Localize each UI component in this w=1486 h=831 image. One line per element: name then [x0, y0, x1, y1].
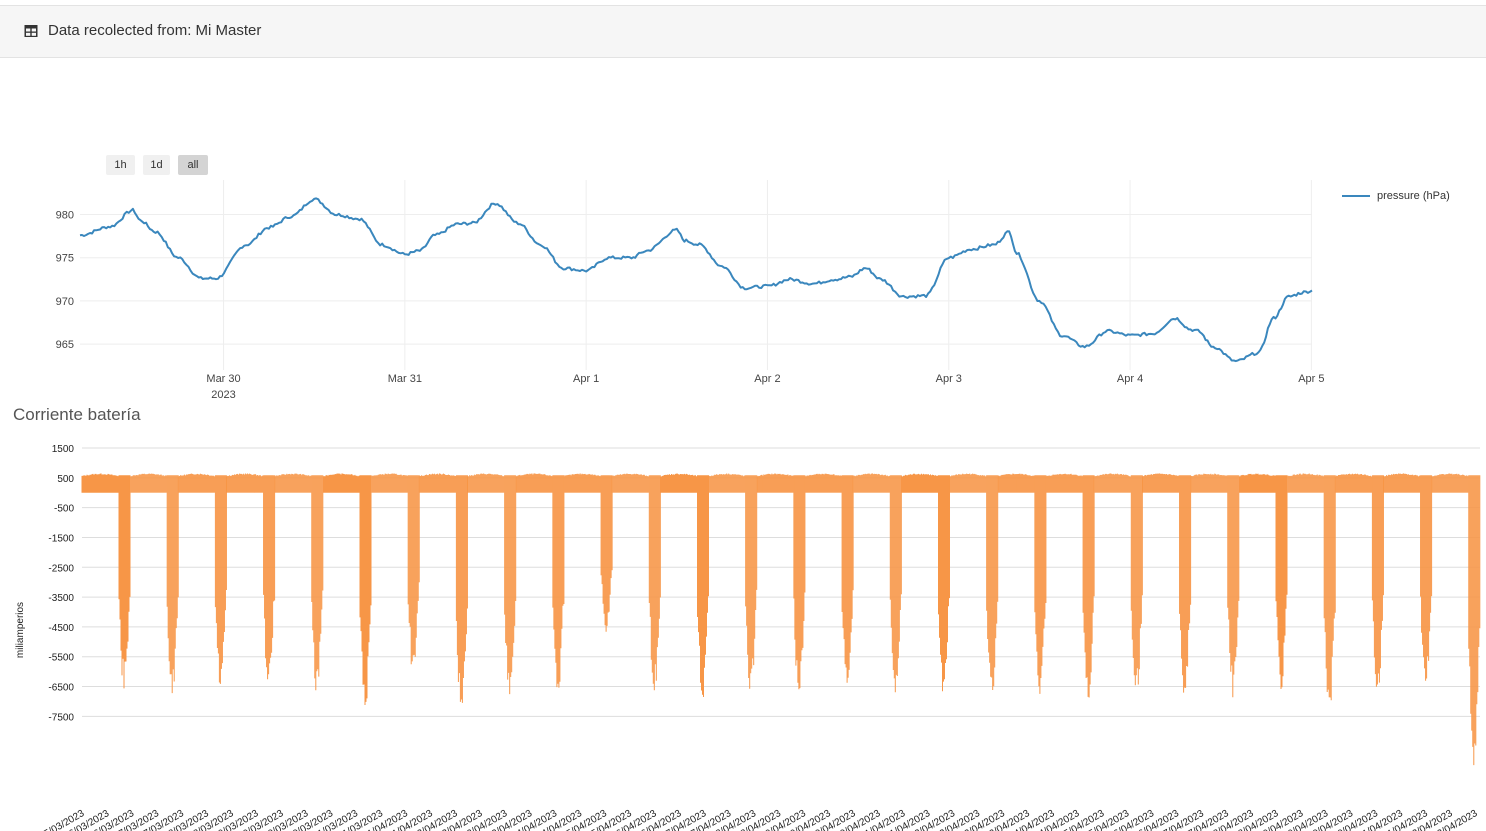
y-tick-label: -6500: [48, 683, 74, 694]
pressure-chart[interactable]: Mar 30 2023 Mar 31 Apr 1 Apr 2 Apr 3 Apr 4 Apr …: [0, 0, 1486, 405]
x-tick-label: Apr 4: [1117, 373, 1143, 385]
x-tick-label: Apr 3: [936, 373, 962, 385]
x-tick-label: Apr 2: [754, 373, 780, 385]
x-tick-label: Apr 1: [573, 373, 599, 385]
panel-title: Data recolected from: Mi Master: [48, 22, 262, 39]
table-icon: [24, 25, 38, 37]
y-tick-label: 970: [56, 296, 74, 308]
y-tick-label: -7500: [48, 712, 74, 723]
y-tick-label: 980: [56, 210, 74, 222]
pressure-line: [79, 197, 1313, 363]
range-button-1d[interactable]: 1d: [143, 155, 170, 175]
y-axis-label: miliamperios: [15, 602, 26, 658]
y-tick-label: 500: [57, 474, 74, 485]
y-tick-label: -1500: [48, 533, 74, 544]
x-tick-label: Apr 5: [1298, 373, 1324, 385]
y-tick-label: -2500: [48, 563, 74, 574]
range-button-all[interactable]: all: [178, 155, 208, 175]
y-tick-label: -5500: [48, 653, 74, 664]
x-tick-label: Mar 31: [388, 373, 422, 385]
y-tick-label: -500: [54, 504, 74, 515]
current-area-series: [81, 473, 1481, 766]
battery-chart-title: Corriente batería: [13, 405, 141, 424]
panel-heading: Data recolected from: Mi Master: [0, 5, 1486, 58]
y-tick-label: 1500: [52, 444, 75, 455]
y-tick-label: 965: [56, 339, 74, 351]
x-tick-sublabel: 2023: [211, 389, 235, 401]
legend-label: pressure (hPa): [1377, 190, 1450, 202]
x-tick-label: Mar 30: [206, 373, 240, 385]
y-tick-label: 975: [56, 253, 74, 265]
y-tick-label: -3500: [48, 593, 74, 604]
y-tick-label: -4500: [48, 623, 74, 634]
range-button-1h[interactable]: 1h: [106, 155, 135, 175]
